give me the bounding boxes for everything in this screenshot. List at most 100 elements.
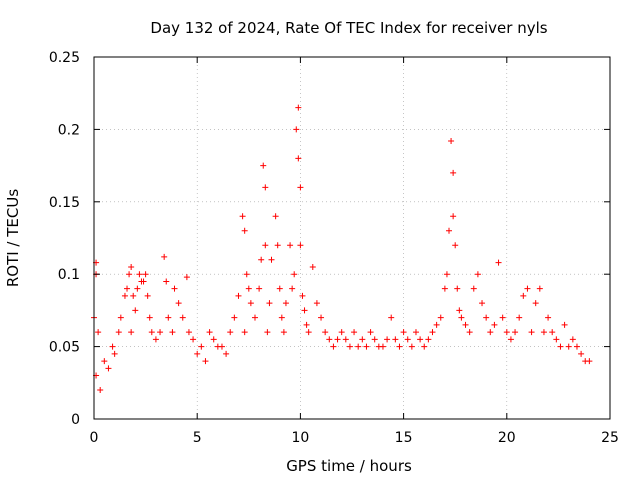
data-point — [251, 314, 258, 321]
data-point — [379, 343, 386, 350]
data-point — [491, 321, 498, 328]
data-point — [289, 285, 296, 292]
data-point — [121, 292, 128, 299]
data-point — [487, 329, 494, 336]
data-point — [266, 300, 273, 307]
data-point — [165, 314, 172, 321]
data-point — [241, 227, 248, 234]
data-point — [351, 329, 358, 336]
data-point — [130, 292, 137, 299]
data-point — [450, 169, 457, 176]
axis-ticks — [93, 56, 611, 420]
data-point — [190, 336, 197, 343]
data-point — [421, 343, 428, 350]
y-tick-label: 0.15 — [49, 195, 80, 211]
plot-frame — [93, 56, 611, 420]
data-point — [507, 336, 514, 343]
data-point — [400, 329, 407, 336]
data-point — [198, 343, 205, 350]
data-point — [371, 336, 378, 343]
data-point — [161, 253, 168, 260]
data-point — [532, 300, 539, 307]
y-tick-label: 0.25 — [49, 50, 80, 66]
data-point — [396, 343, 403, 350]
data-point — [433, 321, 440, 328]
x-tick-label: 10 — [291, 430, 309, 446]
data-point — [175, 300, 182, 307]
data-point — [144, 292, 151, 299]
data-point — [128, 263, 135, 270]
y-axis-label: ROTI / TECUs — [4, 189, 22, 287]
data-point — [142, 271, 149, 278]
data-point — [573, 343, 580, 350]
data-point — [586, 358, 593, 365]
data-point — [235, 292, 242, 299]
data-point — [553, 336, 560, 343]
data-point — [171, 285, 178, 292]
data-point — [363, 343, 370, 350]
data-point — [338, 329, 345, 336]
data-point — [437, 314, 444, 321]
data-point — [503, 329, 510, 336]
data-point — [115, 329, 122, 336]
data-point — [247, 300, 254, 307]
data-point — [404, 336, 411, 343]
data-point — [479, 300, 486, 307]
data-point — [299, 292, 306, 299]
data-point — [101, 358, 108, 365]
y-tick-label: 0 — [71, 412, 80, 428]
data-point — [569, 336, 576, 343]
data-point — [417, 336, 424, 343]
x-tick-label: 25 — [601, 430, 619, 446]
data-point — [318, 314, 325, 321]
data-point — [450, 213, 457, 220]
data-point — [126, 271, 133, 278]
data-point — [565, 343, 572, 350]
data-point — [140, 278, 147, 285]
data-point — [346, 343, 353, 350]
data-point — [264, 329, 271, 336]
data-point — [256, 285, 263, 292]
y-tick-label: 0.05 — [49, 340, 80, 356]
y-tick-label: 0.2 — [58, 122, 80, 138]
data-point — [218, 343, 225, 350]
data-point — [342, 336, 349, 343]
data-point — [278, 314, 285, 321]
chart-title: Day 132 of 2024, Rate Of TEC Index for r… — [150, 19, 547, 37]
data-point — [516, 314, 523, 321]
x-tick-labels: 0 5 10 15 20 25 — [90, 430, 619, 446]
data-point — [295, 104, 302, 111]
data-point — [557, 343, 564, 350]
data-point — [441, 285, 448, 292]
data-point — [243, 271, 250, 278]
data-point — [309, 263, 316, 270]
data-point — [412, 329, 419, 336]
data-point — [359, 336, 366, 343]
data-point — [429, 329, 436, 336]
data-point — [109, 343, 116, 350]
data-point — [452, 242, 459, 249]
data-point — [443, 271, 450, 278]
data-point — [95, 329, 102, 336]
data-point — [297, 242, 304, 249]
data-point — [202, 358, 209, 365]
data-point — [528, 329, 535, 336]
data-point — [313, 300, 320, 307]
data-point — [268, 256, 275, 263]
data-point — [239, 213, 246, 220]
data-point — [105, 365, 112, 372]
data-point — [282, 300, 289, 307]
data-point — [262, 242, 269, 249]
data-point — [303, 321, 310, 328]
data-point — [272, 213, 279, 220]
data-point — [280, 329, 287, 336]
y-tick-labels: 0 0.05 0.1 0.15 0.2 0.25 — [49, 50, 80, 428]
data-point — [194, 350, 201, 357]
data-point — [124, 285, 131, 292]
data-point — [117, 314, 124, 321]
data-point — [293, 126, 300, 133]
data-point — [512, 329, 519, 336]
grid — [94, 57, 610, 419]
data-point — [206, 329, 213, 336]
